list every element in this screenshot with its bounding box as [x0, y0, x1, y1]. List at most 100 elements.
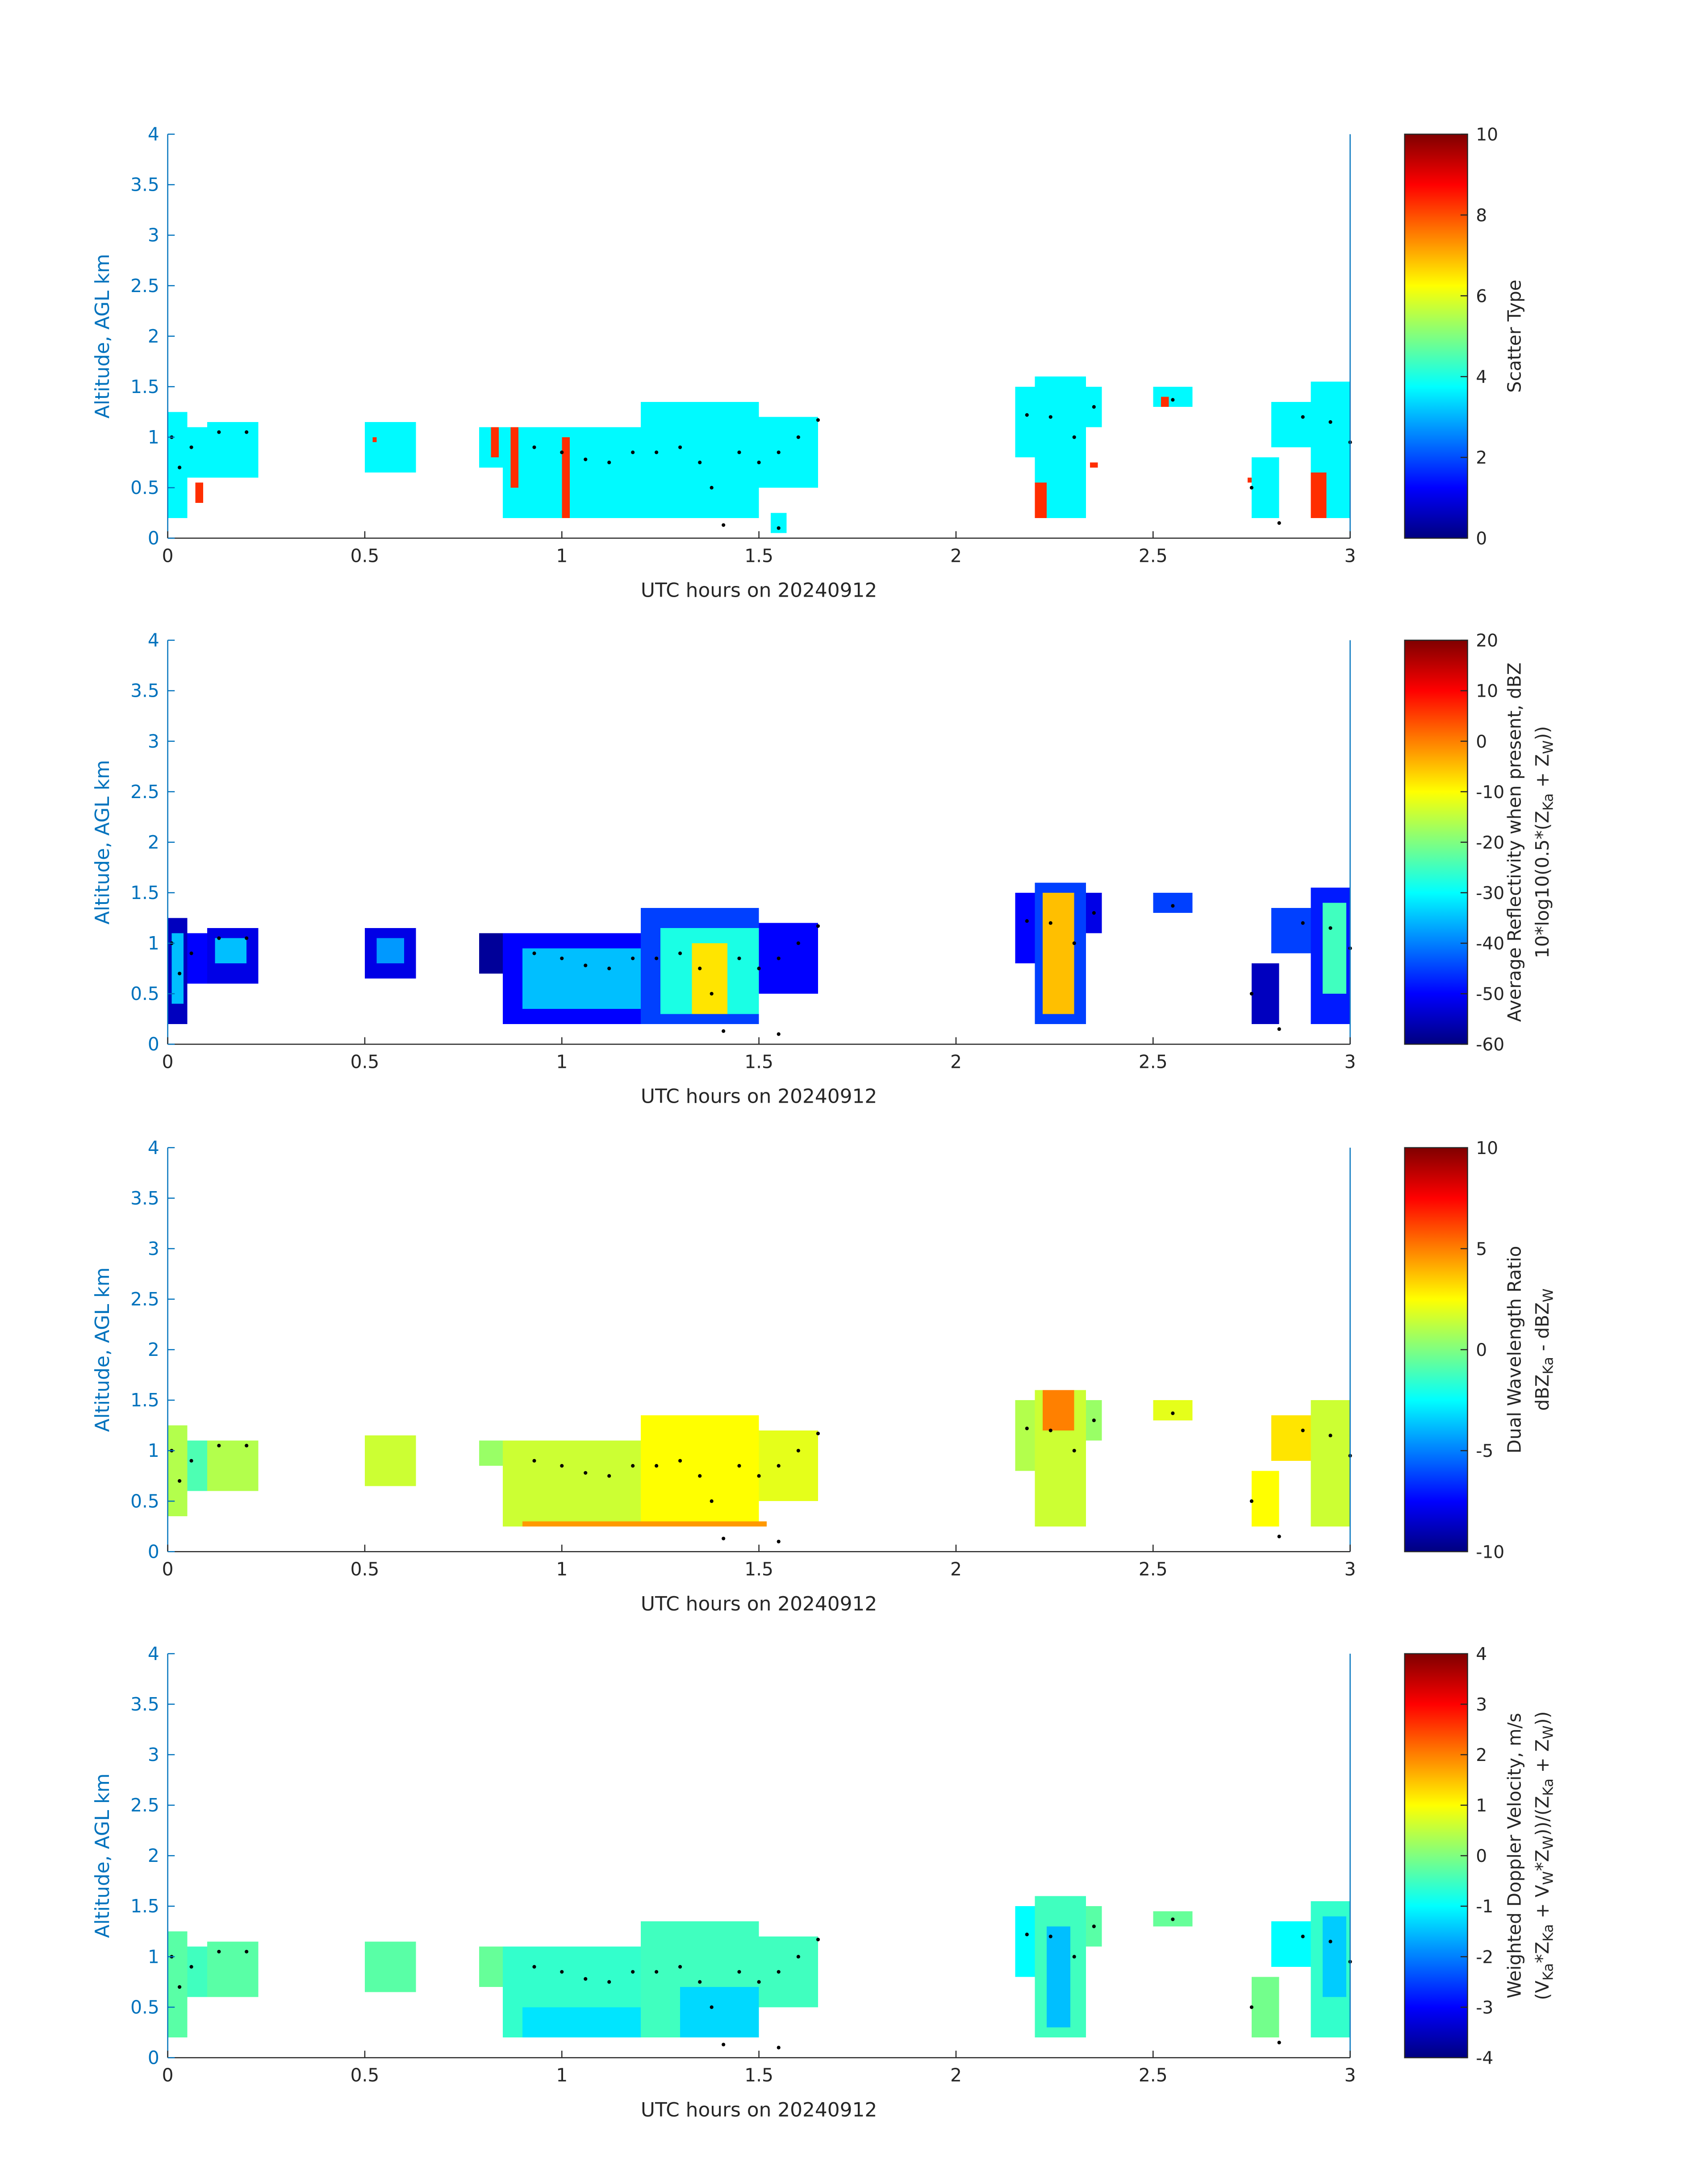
data-point	[1277, 521, 1281, 525]
colorbar-tick-label: -4	[1476, 2048, 1493, 2068]
y-tick-label: 4	[148, 124, 159, 145]
label-subscript: Ka	[1540, 1963, 1556, 1981]
heatmap-cell	[502, 1440, 641, 1527]
y-tick-label: 2.5	[130, 1288, 159, 1310]
data-point	[655, 450, 659, 454]
data-point	[560, 956, 564, 960]
heatmap-cell	[167, 1931, 188, 2038]
data-point	[245, 1949, 249, 1953]
y-tick-label: 0.5	[130, 477, 159, 498]
data-point	[607, 460, 611, 464]
y-tick-label: 3	[148, 1744, 159, 1765]
data-point	[757, 460, 761, 464]
data-point	[178, 1985, 182, 1989]
data-point	[777, 1970, 781, 1974]
data-point	[737, 956, 741, 960]
data-point	[796, 941, 800, 945]
colorbar	[1404, 640, 1468, 1045]
data-point	[189, 1965, 193, 1969]
colorbar-tick-label: 4	[1476, 367, 1487, 387]
data-point	[1249, 485, 1253, 490]
data-point	[1171, 398, 1175, 402]
heatmap-cell	[680, 1987, 759, 2038]
data-point	[1301, 415, 1305, 419]
data-point	[631, 956, 635, 960]
data-point	[722, 1536, 726, 1540]
heatmap-cell	[215, 938, 247, 964]
heatmap-cell	[522, 948, 641, 1009]
x-tick-label: 1	[556, 1559, 568, 1580]
colorbar-tick-label: -20	[1476, 833, 1504, 853]
data-point	[584, 963, 588, 967]
label-text: *Z	[1532, 1849, 1553, 1871]
label-text: *Z	[1532, 1941, 1553, 1963]
x-tick-label: 2.5	[1139, 545, 1168, 566]
data-point	[777, 450, 781, 454]
heatmap-cell	[759, 417, 818, 488]
heatmap-cell	[207, 1440, 259, 1491]
heatmap-cell	[1251, 1471, 1279, 1527]
data-point	[1249, 2005, 1253, 2009]
heatmap-cell	[167, 1425, 188, 1517]
data-point	[532, 445, 536, 449]
data-point	[560, 1464, 564, 1468]
colorbar-tick-label: -60	[1476, 1035, 1504, 1055]
data-point	[1048, 1934, 1052, 1939]
heatmap-cell	[479, 1946, 503, 1987]
data-point	[678, 445, 682, 449]
heatmap-cell	[1322, 1916, 1346, 1997]
y-tick-label: 0.5	[130, 1490, 159, 1512]
x-axis-label: UTC hours on 20240912	[641, 579, 877, 602]
x-tick-label: 2.5	[1139, 1559, 1168, 1580]
colorbar-label: 10*log10(0.5*(ZKa​ + ZW​))	[1532, 726, 1556, 958]
colorbar	[1404, 1147, 1468, 1552]
heatmap-cell	[759, 1430, 818, 1501]
x-tick-label: 3	[1345, 545, 1356, 566]
colorbar-tick-label: 10	[1476, 682, 1498, 702]
x-tick-label: 2	[950, 1051, 962, 1072]
y-tick-label: 0	[148, 527, 159, 549]
label-subscript: W	[1540, 1836, 1556, 1849]
data-point	[631, 1970, 635, 1974]
x-tick-label: 1.5	[744, 2065, 773, 2086]
data-point	[1328, 926, 1332, 930]
data-point	[1072, 1955, 1076, 1959]
y-tick-label: 1	[148, 933, 159, 954]
y-tick-label: 3.5	[130, 1188, 159, 1209]
data-point	[532, 951, 536, 955]
label-text: Weighted Doppler Velocity, m/s	[1503, 1713, 1525, 1998]
y-tick-label: 1	[148, 427, 159, 448]
data-point	[532, 1459, 536, 1463]
x-tick-label: 1	[556, 2065, 568, 2086]
data-point	[1328, 1940, 1332, 1944]
x-tick-label: 3	[1345, 1051, 1356, 1072]
x-tick-label: 0.5	[351, 2065, 380, 2086]
colorbar-tick-label: -40	[1476, 934, 1504, 954]
data-point	[560, 450, 564, 454]
heatmap-cell	[562, 437, 570, 518]
data-point	[1048, 921, 1052, 925]
data-point	[178, 1479, 182, 1483]
x-axis-label: UTC hours on 20240912	[641, 1085, 877, 1108]
data-point	[532, 1965, 536, 1969]
data-point	[1171, 1917, 1175, 1921]
data-point	[584, 1977, 588, 1981]
data-point	[710, 485, 714, 490]
x-tick-label: 0.5	[351, 1051, 380, 1072]
colorbar-tick-label: 1	[1476, 1796, 1487, 1816]
data-point	[1171, 904, 1175, 908]
data-point	[816, 1431, 820, 1435]
data-point	[1092, 1924, 1096, 1928]
data-point	[560, 1970, 564, 1974]
colorbar-tick-label: 3	[1476, 1695, 1487, 1715]
colorbar-tick-label: 6	[1476, 286, 1487, 306]
data-point	[1025, 413, 1029, 417]
heatmap-cell	[171, 933, 184, 1004]
colorbar-tick-label: 4	[1476, 1644, 1487, 1665]
colorbar-label: Scatter Type	[1503, 280, 1525, 393]
data-point	[737, 1464, 741, 1468]
x-tick-label: 1	[556, 545, 568, 566]
y-tick-label: 3.5	[130, 680, 159, 702]
label-text: + V	[1532, 1885, 1553, 1924]
data-point	[1328, 420, 1332, 424]
